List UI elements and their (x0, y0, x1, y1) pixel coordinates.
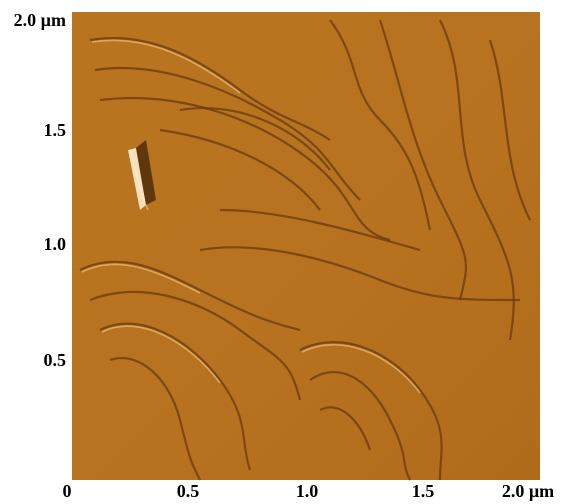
dark-feature (136, 140, 156, 205)
x-tick-label: 0 (63, 481, 72, 501)
x-tick-label: 1.5 (412, 481, 435, 501)
x-axis-labels: 0 0.5 1.0 1.5 2.0 µm (63, 481, 555, 501)
x-tick-label: 0.5 (177, 481, 200, 501)
y-axis-labels: 2.0 µm 1.5 1.0 0.5 (14, 10, 66, 370)
image-background (72, 12, 540, 480)
y-tick-label: 0.5 (44, 350, 67, 370)
y-tick-label: 2.0 µm (14, 10, 66, 30)
afm-image (72, 12, 540, 481)
step-edges (79, 19, 531, 481)
y-tick-label: 1.5 (44, 120, 67, 140)
y-tick-label: 1.0 (44, 234, 67, 254)
x-tick-label: 2.0 µm (502, 481, 554, 501)
bright-feature (128, 148, 146, 210)
x-tick-label: 1.0 (296, 481, 319, 501)
